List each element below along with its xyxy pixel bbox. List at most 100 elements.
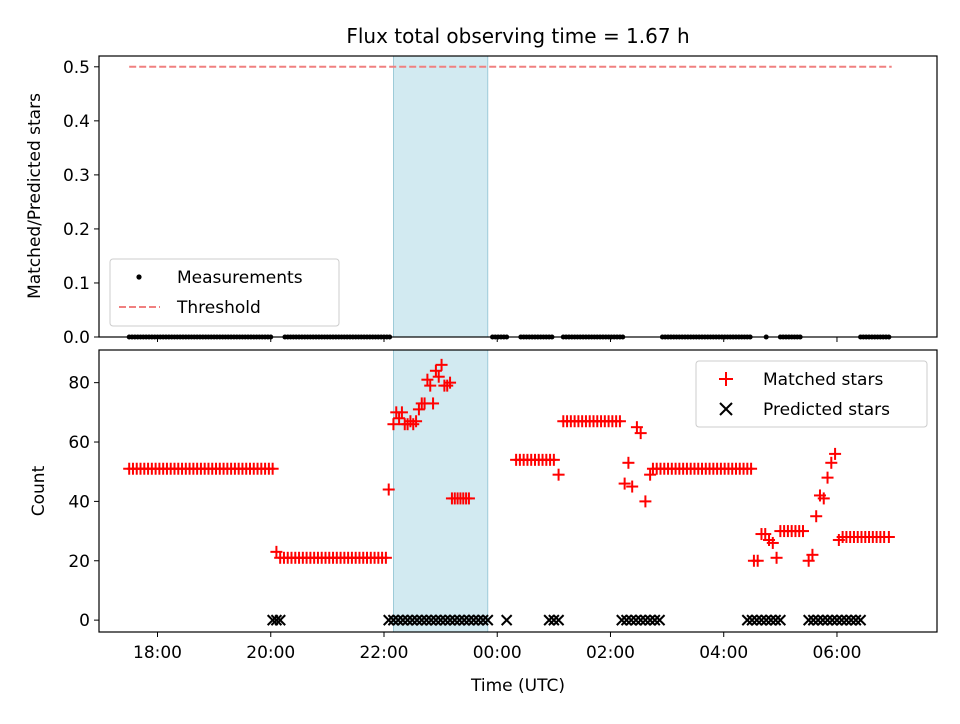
predicted-point [449, 614, 461, 626]
matched-point [810, 510, 823, 523]
x-tick-label: 06:00 [812, 643, 861, 663]
top-axes-frame [98, 55, 938, 338]
predicted-point [755, 614, 768, 626]
matched-point [435, 358, 448, 371]
predicted-point [854, 614, 867, 626]
matched-point [821, 471, 834, 484]
bottom-legend: Matched stars Predicted stars [695, 360, 928, 428]
top-y-ticks: 0.0 0.1 0.2 0.3 0.4 0.5 [63, 58, 99, 348]
predicted-point [500, 614, 513, 626]
predicted-point [741, 614, 754, 626]
predicted-point [482, 614, 494, 626]
matched-point [410, 415, 423, 428]
predicted-point [649, 614, 661, 626]
matched-point [427, 397, 440, 410]
predicted-point [425, 614, 437, 626]
matched-point [387, 418, 400, 431]
predicted-point [401, 614, 414, 626]
matched-point [639, 495, 652, 508]
matched-point [407, 418, 420, 431]
matched-point [622, 456, 635, 469]
predicted-point [639, 614, 652, 626]
y-tick-label: 0.2 [63, 220, 90, 240]
matched-point [462, 492, 475, 505]
predicted-point [411, 614, 423, 626]
predicted-point [416, 614, 428, 626]
matched-point [766, 536, 779, 549]
shaded-interval [393, 349, 489, 633]
legend-predicted-marker [719, 402, 733, 416]
matched-point [429, 364, 442, 377]
matched-point [634, 427, 647, 440]
predicted-point [274, 614, 286, 626]
matched-point [644, 468, 657, 481]
top-panel: 0.0 0.1 0.2 0.3 0.4 0.5 Matched/Predicted sta… [25, 55, 938, 348]
x-tick-label: 20:00 [246, 643, 295, 663]
y-tick-label: 0.0 [63, 328, 90, 348]
matched-point [393, 412, 406, 425]
bottom-marks [123, 358, 895, 626]
legend-threshold-label: Threshold [176, 298, 261, 318]
predicted-point [630, 614, 642, 626]
bottom-x-ticks: 18:00 20:00 22:00 00:00 02:00 04:00 06:00 [133, 632, 861, 663]
predicted-point [439, 614, 452, 626]
legend-measurements-marker [136, 274, 142, 280]
predicted-point [620, 614, 633, 626]
matched-point [444, 376, 457, 389]
matched-point [552, 468, 565, 481]
y-tick-label: 0.1 [63, 274, 90, 294]
x-tick-label: 02:00 [586, 643, 635, 663]
predicted-point [270, 614, 283, 626]
predicted-point [543, 614, 555, 626]
predicted-point [472, 614, 485, 626]
matched-point [547, 453, 560, 466]
matched-point [829, 447, 842, 460]
x-tick-label: 18:00 [133, 643, 182, 663]
chart-title: Flux total observing time = 1.67 h [346, 24, 689, 48]
predicted-point [760, 614, 772, 626]
bottom-y-axis-label: Count [29, 465, 49, 516]
predicted-point [434, 614, 447, 626]
matched-point [412, 403, 425, 416]
bottom-shaded-region [393, 349, 489, 633]
predicted-point [444, 614, 456, 626]
matched-point [266, 462, 279, 475]
matched-point [618, 477, 631, 490]
bottom-y-ticks: 0 20 40 60 80 [68, 374, 99, 631]
top-shaded-region [393, 55, 489, 338]
top-legend-box [109, 258, 340, 327]
y-tick-label: 0 [79, 611, 90, 631]
predicted-point [406, 614, 419, 626]
legend-matched-label: Matched stars [763, 370, 883, 390]
y-tick-label: 0.4 [63, 112, 90, 132]
y-tick-label: 40 [68, 492, 90, 512]
predicted-point [453, 614, 466, 626]
matched-point [882, 531, 895, 544]
matched-point [626, 480, 639, 493]
predicted-point [751, 614, 763, 626]
predicted-point [458, 614, 470, 626]
matched-point [379, 551, 392, 564]
top-y-axis-label: Matched/Predicted stars [25, 93, 45, 299]
predicted-point [802, 614, 815, 626]
matched-point [395, 406, 408, 419]
predicted-point [826, 614, 838, 626]
matched-point [796, 525, 809, 538]
predicted-point [644, 614, 656, 626]
predicted-point [397, 614, 409, 626]
matched-point [382, 483, 395, 496]
x-tick-label: 00:00 [473, 643, 522, 663]
predicted-point [774, 614, 787, 626]
predicted-point [807, 614, 820, 626]
matched-point [613, 415, 626, 428]
y-tick-label: 80 [68, 374, 90, 394]
top-legend: Measurements Threshold [109, 258, 340, 327]
legend-matched-marker [719, 372, 733, 386]
predicted-point [463, 614, 475, 626]
matched-point [817, 492, 830, 505]
y-tick-label: 0.5 [63, 58, 90, 78]
predicted-point [845, 614, 857, 626]
predicted-point [467, 614, 480, 626]
matched-point [745, 462, 758, 475]
predicted-point [383, 614, 395, 626]
